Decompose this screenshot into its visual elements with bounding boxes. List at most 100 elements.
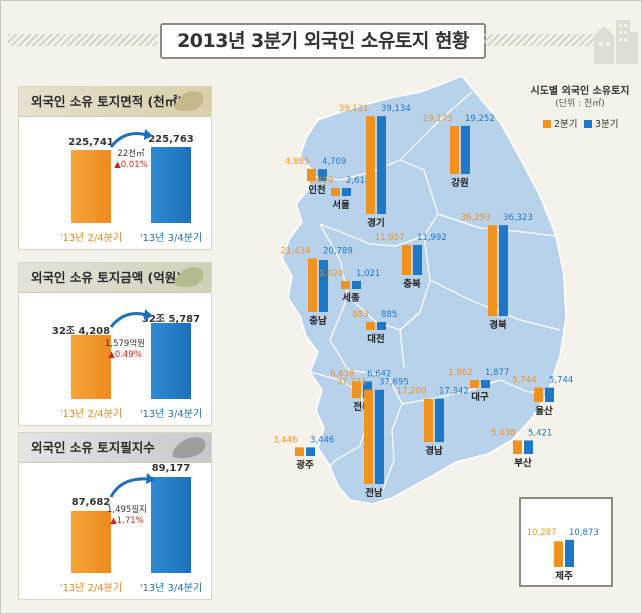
- label-경남-q3: 17,342: [439, 387, 469, 397]
- label-충북-q2: 11,957: [375, 233, 405, 243]
- korea-silhouette-icon: [172, 437, 206, 459]
- panel-land-parcels: 외국인 소유 토지필지수 87,682 89,177 1,495필지 ▲1.71…: [18, 432, 212, 600]
- title-stripe-right: [484, 34, 594, 46]
- bar-대전-q2: [366, 322, 375, 330]
- label-울산-q2: 5,744: [512, 376, 536, 386]
- panel-land-value-q2-value: 32조 4,208: [51, 326, 111, 337]
- bar-대전-q3: [377, 322, 386, 330]
- increase-arrow-icon: [109, 473, 155, 498]
- bar-부산-q3: [524, 440, 533, 454]
- bar-울산-q3: [545, 387, 554, 402]
- page-title: 2013년 3분기 외국인 소유토지 현황: [160, 23, 486, 59]
- panel-land-parcels-q2-label: '13년 2/4분기: [59, 583, 123, 594]
- panel-land-area: 외국인 소유 토지면적 (천㎡) 225,741 225,763 22천㎡ ▲0…: [18, 86, 212, 250]
- panel-land-value-q3-label: '13년 3/4분기: [139, 409, 203, 420]
- label-광주-q3: 3,446: [310, 435, 334, 445]
- label-세종-q3: 1,021: [356, 269, 380, 279]
- label-경북-q2: 36,293: [461, 213, 491, 223]
- label-세종-q2: 1,020: [319, 269, 343, 279]
- panel-land-parcels-diff: 1,495필지 ▲1.71%: [99, 505, 155, 527]
- bar-경북-q2: [488, 225, 497, 316]
- label-제주-q3: 10,873: [569, 528, 599, 538]
- region-name-광주: 광주: [296, 459, 314, 471]
- region-name-세종: 세종: [342, 292, 360, 304]
- bar-부산-q2: [513, 440, 522, 454]
- increase-arrow-icon: [109, 309, 153, 328]
- bar-충남-q3: [319, 260, 328, 312]
- bar-전남-q2: [364, 389, 373, 484]
- bar-충남-q2: [308, 258, 317, 312]
- bar-경기-q2: [366, 116, 375, 214]
- region-name-전남: 전남: [365, 487, 383, 499]
- label-부산-q2: 5,438: [491, 428, 515, 438]
- label-경기-q3: 39,134: [381, 104, 411, 114]
- panel-land-area-diff-amount: 22천㎡: [117, 149, 145, 159]
- label-충남-q2: 21,434: [281, 246, 311, 256]
- label-인천-q3: 4,709: [322, 157, 346, 167]
- bar-대구-q3: [481, 380, 490, 388]
- panel-land-parcels-q3-label: '13년 3/4분기: [139, 583, 203, 594]
- region-name-대전: 대전: [367, 333, 384, 345]
- label-서울-q3: 2,618: [346, 176, 370, 186]
- region-name-대구: 대구: [471, 391, 489, 403]
- bar-울산-q2: [534, 387, 543, 402]
- bar-강원-q3: [461, 125, 470, 174]
- label-울산-q3: 5,744: [549, 376, 573, 386]
- panel-land-area-q2-label: '13년 2/4분기: [59, 233, 123, 244]
- panel-land-area-q3-value: 225,763: [148, 134, 194, 145]
- region-name-인천: 인천: [308, 185, 325, 196]
- legend-q2-label: 2분기: [554, 119, 578, 130]
- label-강원-q2: 19,173: [423, 114, 453, 124]
- panel-land-area-q2-value: 225,741: [68, 137, 114, 148]
- region-name-강원: 강원: [451, 177, 468, 189]
- label-대구-q3: 1,877: [485, 368, 509, 378]
- panel-land-area-q3-label: '13년 3/4분기: [139, 233, 203, 244]
- bar-인천-q3: [318, 169, 327, 181]
- label-전남-q2: 37,721: [337, 378, 367, 388]
- bar-제주-q3: [565, 539, 574, 567]
- bar-전북-q2: [352, 381, 361, 398]
- label-전남-q3: 37,695: [379, 378, 409, 388]
- bar-세종-q2: [341, 281, 350, 289]
- legend-q3-swatch: [584, 120, 592, 128]
- korea-silhouette-icon: [174, 267, 204, 288]
- city-buildings-icon: [594, 20, 638, 64]
- map-legend-unit: (단위 : 천㎡): [555, 99, 605, 109]
- bar-전남-q3: [375, 389, 384, 484]
- panel-land-value: 외국인 소유 토지금액 (억원) 32조 4,208 32조 5,787 1,5…: [18, 262, 212, 426]
- increase-arrow-icon: [109, 129, 153, 148]
- panel-land-value-diff-amount: 1,579억원: [105, 339, 145, 349]
- legend-q3: 3분기: [584, 116, 619, 130]
- bar-서울-q3: [342, 188, 351, 196]
- region-name-울산: 울산: [535, 405, 553, 417]
- panel-land-value-diff-rate: ▲0.49%: [108, 350, 142, 360]
- region-name-제주: 제주: [555, 570, 573, 582]
- label-광주-q2: 3,446: [273, 435, 297, 445]
- title-bar: 2013년 3분기 외국인 소유토지 현황: [0, 8, 642, 64]
- bar-대구-q2: [470, 380, 479, 388]
- bar-광주-q2: [295, 447, 304, 456]
- bar-인천-q2: [307, 168, 316, 181]
- panel-land-value-q3-bar: [151, 323, 191, 399]
- korea-silhouette-icon: [174, 91, 204, 112]
- panel-land-parcels-diff-rate: ▲1.71%: [110, 516, 144, 526]
- label-충북-q3: 11,992: [417, 233, 447, 243]
- bar-충북-q2: [402, 245, 411, 275]
- label-대전-q2: 883: [352, 310, 368, 320]
- panel-land-area-q2-bar: [71, 150, 111, 223]
- panel-land-parcels-diff-amount: 1,495필지: [107, 505, 147, 515]
- region-name-부산: 부산: [514, 457, 532, 469]
- panel-land-parcels-q2-value: 87,682: [71, 497, 111, 508]
- legend-q2-swatch: [543, 120, 551, 128]
- label-제주-q2: 10,287: [527, 528, 557, 538]
- map-legend-title: 시도별 외국인 소유토지: [530, 86, 630, 97]
- label-경기-q2: 39,131: [339, 104, 369, 114]
- bar-경남-q2: [424, 399, 433, 442]
- region-name-충북: 충북: [403, 278, 421, 290]
- bar-제주-q2: [554, 541, 563, 567]
- bar-경북-q3: [499, 225, 508, 316]
- panel-land-area-diff-rate: ▲0.01%: [114, 160, 148, 170]
- bar-광주-q3: [306, 447, 315, 456]
- label-대전-q3: 885: [381, 310, 397, 320]
